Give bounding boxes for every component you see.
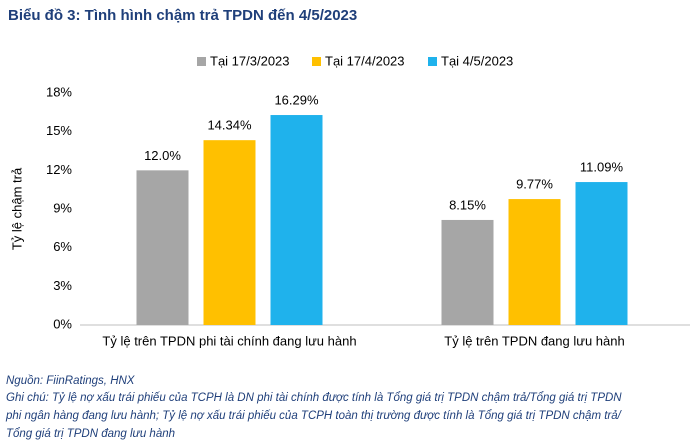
legend-label: Tại 4/5/2023	[441, 53, 513, 68]
y-tick-label: 12%	[46, 162, 72, 177]
value-label: 14.34%	[207, 118, 252, 133]
y-tick-label: 6%	[53, 239, 72, 254]
value-label: 8.15%	[449, 197, 486, 212]
note: phi ngân hàng đang lưu hành; Tỷ lệ nợ xấ…	[5, 410, 623, 422]
note: Ghi chú: Tỷ lệ nợ xấu trái phiếu của TCP…	[6, 392, 622, 404]
note: Tổng giá trị TPDN đang lưu hành	[6, 428, 175, 440]
value-label: 12.0%	[144, 148, 181, 163]
bar	[508, 199, 561, 325]
legend-label: Tại 17/3/2023	[210, 53, 290, 68]
value-label: 11.09%	[580, 159, 624, 174]
y-tick-label: 15%	[46, 123, 72, 138]
x-tick-label: Tỷ lệ trên TPDN phi tài chính đang lưu h…	[102, 333, 356, 348]
legend-swatch	[197, 57, 206, 66]
bar	[136, 170, 189, 325]
y-tick-label: 3%	[53, 278, 72, 293]
legend-swatch	[428, 57, 437, 66]
chart-title: Biểu đồ 3: Tình hình chậm trả TPDN đến 4…	[8, 7, 357, 24]
bar	[203, 140, 256, 325]
bar	[270, 115, 323, 325]
source: Nguồn: FiinRatings, HNX	[6, 375, 136, 387]
value-label: 16.29%	[274, 92, 319, 107]
y-tick-label: 9%	[53, 200, 72, 215]
y-tick-label: 0%	[53, 316, 72, 331]
legend-swatch	[312, 57, 321, 66]
y-axis-label: Tỷ lệ chậm trả	[9, 167, 24, 250]
legend-label: Tại 17/4/2023	[325, 53, 405, 68]
bar	[575, 182, 628, 325]
value-label: 9.77%	[516, 177, 553, 192]
y-tick-label: 18%	[46, 84, 72, 99]
bar	[441, 219, 494, 325]
x-tick-label: Tỷ lệ trên TPDN đang lưu hành	[444, 333, 624, 348]
